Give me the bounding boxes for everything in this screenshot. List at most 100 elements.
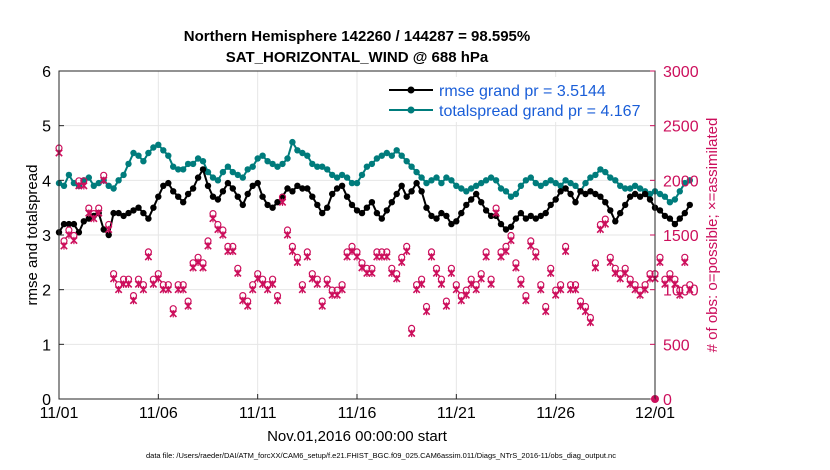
rmse-point [199,166,207,173]
obs-assimilated-marker [517,280,525,288]
y-left-tick-label: 5 [42,119,51,136]
chart-title-line1: Northern Hemisphere 142260 / 144287 = 98… [184,28,530,45]
totalspread-point [269,160,276,168]
rmse-point [165,179,172,187]
x-tick-label: 12/01 [635,405,675,422]
y-right-axis-label: # of obs: o=possible; ×=assimilated [704,118,721,353]
obs-assimilated-marker [656,258,664,267]
obs-assimilated-marker [338,285,346,294]
totalspread-point [572,182,579,189]
totalspread-point [368,160,376,168]
rmse-point [398,182,405,189]
obs-assimilated-marker [676,291,684,299]
totalspread-point [284,155,291,162]
obs-assimilated-marker [293,258,302,267]
rmse-point [269,204,276,211]
totalspread-point [378,152,385,159]
rmse-point [338,182,346,189]
y-right-tick-label: 1500 [663,228,699,245]
rmse-point [388,199,395,206]
totalspread-point [388,152,395,159]
legend-box [385,77,651,122]
obs-assimilated-marker [432,269,441,278]
rmse-point [567,190,574,198]
obs-assimilated-marker [139,285,148,294]
obs-assimilated-marker [537,285,545,294]
y-left-axis-label: rmse and totalspread [24,165,41,306]
obs-assimilated-marker [591,264,600,272]
totalspread-point [617,182,624,189]
totalspread-point [656,190,664,198]
obs-assimilated-marker [556,285,565,294]
obs-assimilated-marker [581,307,590,316]
totalspread-point [597,166,604,173]
totalspread-point [150,144,157,151]
rmse-point [378,215,385,222]
obs-assimilated-marker [109,274,118,283]
rmse-point [333,185,341,192]
obs-assimilated-marker [507,236,515,245]
totalspread-point [527,174,534,181]
totalspread-point [592,171,599,179]
rmse-point [592,190,599,198]
rmse-point [617,209,624,217]
rmse-point [428,212,435,220]
rmse-point [194,174,202,181]
rmse-point [641,190,649,198]
obs-assimilated-marker [621,269,629,278]
rmse-point [314,201,321,209]
totalspread-point [155,141,162,148]
rmse-point [264,201,271,209]
totalspread-point [631,182,639,189]
rmse-point [636,193,644,200]
x-tick-label: 11/16 [338,405,377,422]
obs-assimilated-marker [204,242,212,250]
obs-assimilated-marker [482,253,490,261]
x-tick-label: 11/26 [536,405,575,422]
totalspread-point [224,163,232,170]
rmse-point [671,220,679,228]
rmse-point [229,185,236,192]
y-right-tick-label: 0 [663,392,672,409]
obs-assimilated-marker [273,296,282,305]
totalspread-point [219,168,227,176]
totalspread-point [423,179,430,187]
obs-assimilated-marker [477,274,485,283]
totalspread-point [413,168,420,176]
obs-assimilated-marker [447,269,456,278]
obs-assimilated-marker [681,258,689,267]
plot-area [55,70,694,403]
totalspread-point [567,179,574,187]
totalspread-point [348,179,356,187]
obs-assimilated-marker [527,242,535,250]
obs-assimilated-marker [70,236,78,245]
obs-assimilated-marker [368,269,376,278]
rmse-point [189,185,197,192]
rmse-point [140,209,147,217]
obs-assimilated-marker [323,280,331,288]
totalspread-point [418,174,425,181]
rmse-point [254,179,261,187]
obs-assimilated-marker [303,253,312,261]
y-left-axis-ticks: 0 1 2 3 4 5 6 [42,64,64,409]
totalspread-point [636,185,644,192]
totalspread-point [165,152,172,159]
rmse-point [646,196,654,203]
rmse-point [582,190,589,198]
rmse-point [368,199,376,206]
totalspread-point [115,177,122,184]
rmse-point [532,215,539,222]
totalspread-point [398,152,405,159]
rmse-point [120,212,127,220]
totalspread-point [294,147,301,154]
totalspread-point [299,149,306,157]
rmse-point [60,220,68,228]
obs-assimilated-marker [641,285,649,294]
obs-assimilated-marker [437,280,446,288]
obs-assimilated-marker [94,209,103,217]
obs-assimilated-marker [601,220,610,228]
rmse-point [487,212,495,220]
rmse-point [214,196,222,203]
rmse-point [348,201,356,209]
obs-assimilated-marker [512,264,520,272]
